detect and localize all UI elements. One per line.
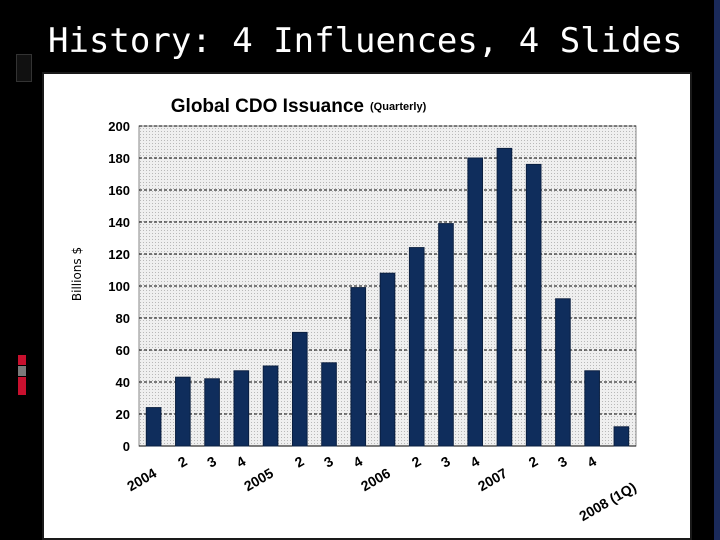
x-tick-label: 4 (584, 453, 599, 471)
x-tick-label: 2008 (1Q) (576, 479, 639, 524)
chart-frame: Global CDO Issuance (Quarterly) 0 20 40 60 8… (42, 72, 692, 540)
chart-title: Global CDO Issuance (171, 96, 364, 117)
slide-title: History: 4 Influences, 4 Slides (48, 21, 683, 61)
title-bullet-square (16, 54, 32, 82)
x-tick-label: 2 (175, 453, 190, 471)
x-tick-label: 3 (438, 453, 453, 471)
bar (584, 370, 600, 447)
x-tick-label: 4 (233, 453, 248, 471)
x-tick-label: 4 (467, 453, 482, 471)
bar (175, 376, 191, 447)
bar (321, 362, 337, 447)
x-tick-label: 3 (555, 453, 570, 471)
bar (555, 298, 571, 447)
bar (291, 331, 308, 447)
bar (233, 370, 250, 447)
cdo-bar-chart: Global CDO Issuance (Quarterly) 0 20 40 60 8… (108, 96, 639, 524)
bar (496, 147, 513, 447)
bar (525, 163, 542, 447)
x-tick-label: 2007 (475, 465, 510, 495)
bar (204, 378, 220, 447)
bar (613, 426, 630, 447)
bar (350, 287, 367, 447)
y-tick-label: 120 (108, 247, 130, 262)
chart-subtitle: (Quarterly) (370, 101, 427, 113)
bar (262, 365, 279, 447)
y-tick-label: 140 (108, 215, 130, 230)
x-tick-label: 2005 (241, 465, 276, 495)
x-tick-label: 3 (204, 453, 219, 471)
x-tick-label: 2 (526, 453, 541, 471)
bar (467, 157, 484, 447)
accent-bar-gray (18, 366, 26, 376)
bar (438, 223, 454, 447)
right-edge-strip (714, 0, 720, 540)
x-tick-label: 2 (409, 453, 424, 471)
bar (408, 247, 425, 447)
x-tick-label: 2 (292, 453, 307, 471)
y-tick-label: 80 (116, 311, 130, 326)
y-tick-label: 180 (108, 151, 130, 166)
x-tick-label: 2006 (358, 465, 393, 495)
y-tick-label: 60 (116, 343, 130, 358)
accent-bar-red-top (18, 355, 26, 365)
y-tick-label: 100 (108, 279, 130, 294)
y-axis-label: Billions $ (67, 246, 87, 302)
x-tick-label: 2004 (124, 465, 159, 495)
x-tick-label: 4 (350, 453, 365, 471)
y-tick-label: 160 (108, 183, 130, 198)
y-tick-label: 40 (116, 375, 130, 390)
y-tick-label: 200 (108, 119, 130, 134)
y-tick-label: 0 (123, 439, 130, 454)
y-axis-label-box: Billions $ (62, 246, 92, 302)
accent-bar-red-bottom (18, 377, 26, 395)
y-tick-label: 20 (116, 407, 130, 422)
x-tick-label: 3 (321, 453, 336, 471)
bar (145, 407, 162, 447)
bar (379, 272, 396, 447)
